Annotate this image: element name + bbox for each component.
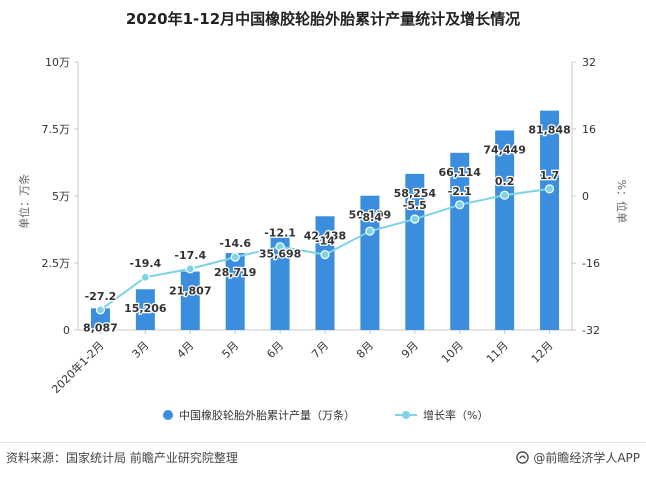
growth-value-label: -14 xyxy=(315,235,335,248)
legend-line-label: 增长率（%） xyxy=(423,408,488,422)
bar xyxy=(270,234,290,330)
bar xyxy=(450,152,470,330)
bar-value-label: 50,109 xyxy=(349,209,391,222)
growth-point xyxy=(365,226,375,236)
growth-value-label: 0.2 xyxy=(495,175,515,188)
bar-value-label: 28,719 xyxy=(214,266,256,279)
footer-divider xyxy=(0,442,646,443)
chart-canvas: 0 2.5万 5万 7.5万 10万 -32 -16 0 16 32 单位：万条 %：位单 2020年1… xyxy=(17,56,629,422)
y-left-tick-label: 10万 xyxy=(45,56,70,69)
growth-value-label: 1.7 xyxy=(540,169,560,182)
growth-point xyxy=(275,242,285,252)
bar-value-label: 42,438 xyxy=(304,229,346,242)
growth-value-label: -14.6 xyxy=(219,237,251,250)
growth-point xyxy=(455,200,465,210)
bar-value-label: 8,087 xyxy=(83,321,118,334)
growth-point xyxy=(140,272,150,282)
growth-value-label: -12.1 xyxy=(264,227,296,240)
growth-point xyxy=(500,190,510,200)
y-left-tick-label: 7.5万 xyxy=(42,123,71,136)
x-tick-label: 8月 xyxy=(354,339,376,361)
growth-value-label: -19.4 xyxy=(130,257,162,270)
bar-value-label: 74,449 xyxy=(483,143,525,156)
brand-credit: @前瞻经济学人APP xyxy=(516,449,640,466)
growth-point xyxy=(410,214,420,224)
x-tick-label: 4月 xyxy=(174,339,196,361)
bar-value-label: 15,206 xyxy=(124,302,167,315)
x-tick-label: 6月 xyxy=(264,339,286,361)
growth-value-label: -17.4 xyxy=(174,249,206,262)
x-tick-label: 7月 xyxy=(309,339,331,361)
growth-point xyxy=(544,184,555,194)
y-right-tick-label: 16 xyxy=(582,123,596,136)
legend-bar-label: 中国橡胶轮胎外胎累计产量（万条） xyxy=(179,408,355,422)
x-tick-label: 3月 xyxy=(130,339,152,361)
bar-value-label: 21,807 xyxy=(169,285,211,298)
y-left-tick-label: 2.5万 xyxy=(42,257,71,270)
growth-point xyxy=(320,250,330,260)
legend-bar-marker xyxy=(163,410,173,420)
y-right-tick-label: -16 xyxy=(582,257,600,270)
y-right-tick-label: 0 xyxy=(582,190,589,203)
y-right-tick-label: -32 xyxy=(582,324,600,337)
source-note: 资料来源：国家统计局 前瞻产业研究院整理 xyxy=(6,451,238,465)
x-tick-label: 9月 xyxy=(399,339,421,361)
bar xyxy=(495,130,515,330)
x-tick-label: 5月 xyxy=(219,339,241,361)
bar xyxy=(180,271,200,330)
growth-point xyxy=(230,252,240,262)
growth-value-label: -8.4 xyxy=(358,211,382,224)
growth-value-label: -5.5 xyxy=(403,199,427,212)
y-right-axis-title: %：位单 xyxy=(615,180,629,223)
brand-text: @前瞻经济学人APP xyxy=(533,451,640,465)
y-left-tick-label: 5万 xyxy=(52,190,70,203)
growth-point xyxy=(95,305,106,315)
bar xyxy=(405,173,425,330)
brand-logo-icon xyxy=(516,451,530,464)
bar xyxy=(315,216,335,330)
bar xyxy=(540,110,560,330)
bar xyxy=(135,289,155,330)
y-left-axis-title: 单位：万条 xyxy=(17,174,31,229)
x-tick-label: 12月 xyxy=(529,339,556,366)
x-tick-label: 11月 xyxy=(484,339,511,366)
bar-value-label: 81,848 xyxy=(528,124,570,137)
bar-value-label: 35,698 xyxy=(259,247,301,260)
y-left-tick-label: 0 xyxy=(63,324,70,337)
footer: 资料来源：国家统计局 前瞻产业研究院整理 @前瞻经济学人APP xyxy=(6,449,640,467)
bar-value-label: 66,114 xyxy=(439,166,482,179)
legend-line-dot xyxy=(402,411,410,419)
bar xyxy=(90,308,110,330)
bar xyxy=(225,253,245,330)
bar-value-label: 58,254 xyxy=(394,187,437,200)
growth-value-label: -27.2 xyxy=(85,290,117,303)
chart-title: 2020年1-12月中国橡胶轮胎外胎累计产量统计及增长情况 xyxy=(125,10,521,28)
y-right-tick-label: 32 xyxy=(582,56,596,69)
x-tick-label: 2020年1-2月 xyxy=(49,338,107,396)
growth-point xyxy=(185,264,195,274)
growth-value-label: -2.1 xyxy=(448,185,472,198)
x-tick-label: 10月 xyxy=(439,339,466,366)
